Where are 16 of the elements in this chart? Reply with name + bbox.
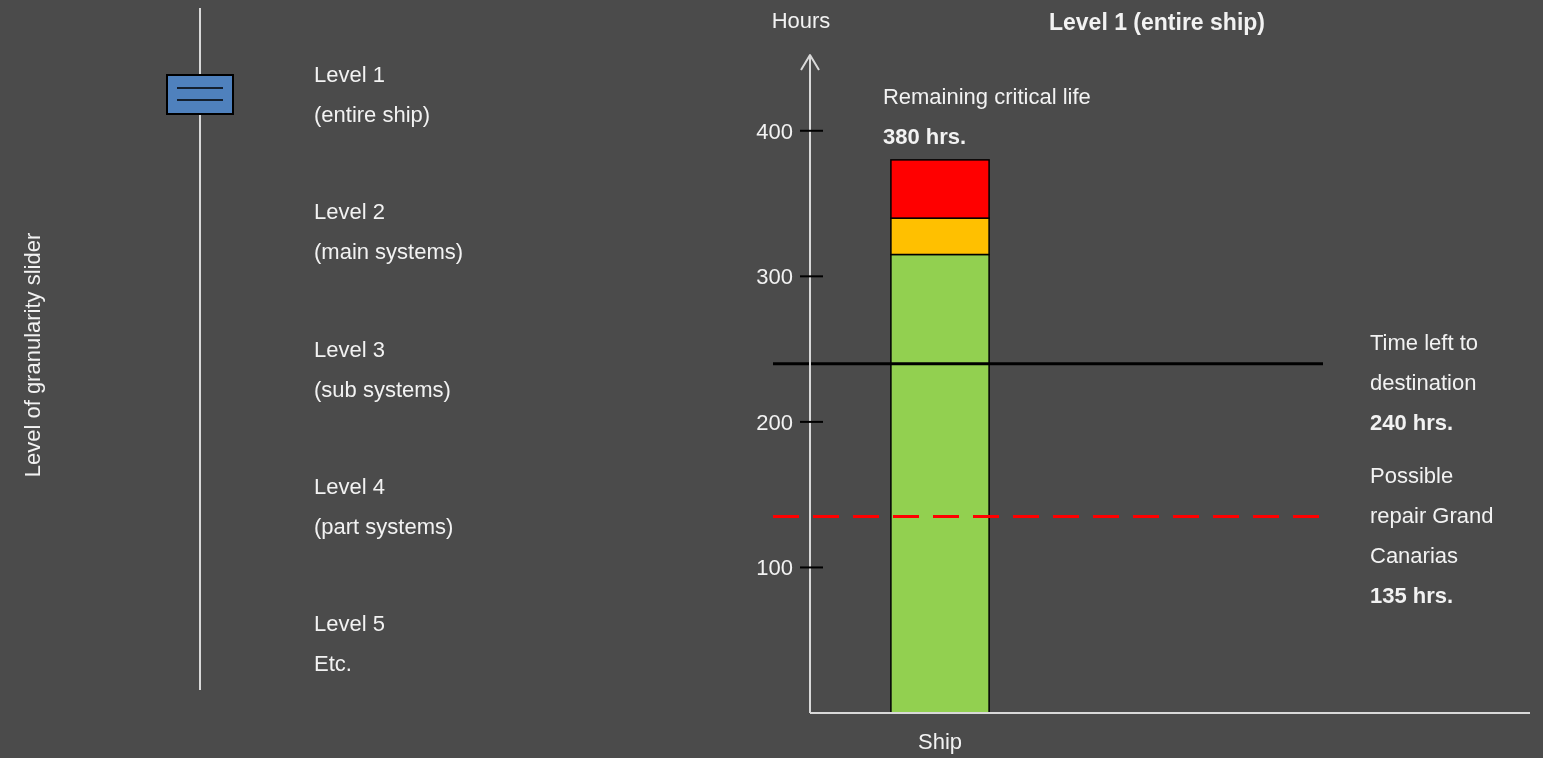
text: Level 1 (entire ship): [314, 62, 431, 127]
y-tick-label: 300: [756, 264, 793, 290]
text: Level 2 (main systems): [314, 199, 464, 265]
text: Level 4 (part systems): [314, 473, 454, 539]
annotation: Remaining critical life 380 hrs.: [882, 83, 1091, 149]
ref-line-label: Possible repair Grand Canarias 135 hrs.: [1370, 462, 1494, 608]
x-tick-label: Ship: [917, 729, 963, 754]
y-tick-label: 200: [756, 409, 793, 435]
text: Level 1 (entire ship): [1048, 9, 1266, 35]
ref-line-label: Time left to destination 240 hrs.: [1370, 329, 1478, 435]
y-tick-label: 400: [756, 118, 793, 144]
text: Level 3 (sub systems): [314, 336, 451, 402]
text: Level of granularity slider: [20, 232, 45, 478]
y-tick-label: 100: [756, 555, 793, 581]
text: Level 5 Etc.: [314, 611, 385, 676]
y-axis-title: Hours: [771, 8, 831, 33]
